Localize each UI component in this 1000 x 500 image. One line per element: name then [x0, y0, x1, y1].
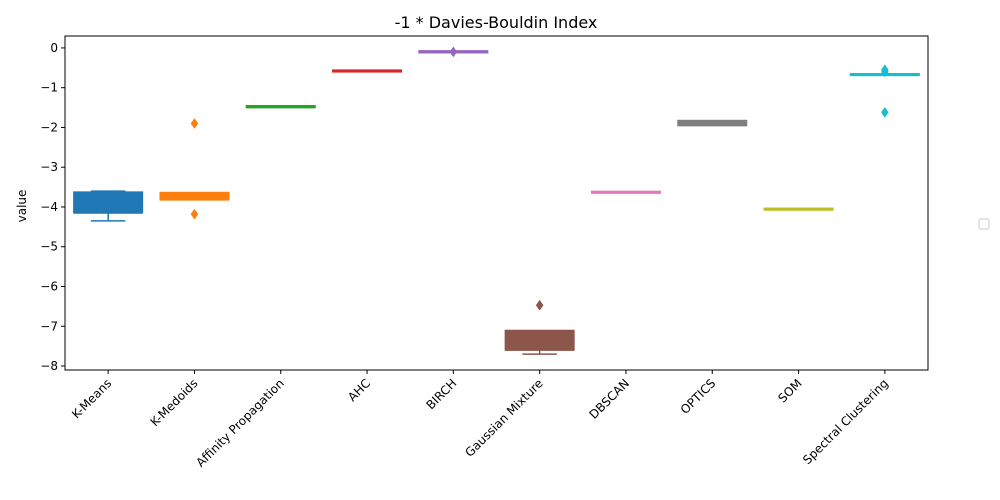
box-iqr [73, 191, 144, 214]
box-iqr [504, 329, 575, 351]
y-tick-label: −8 [40, 359, 58, 373]
y-ticks-layer: 0 −1 −2 −3 −4 −5 −6 −7 −8 [40, 41, 65, 373]
y-tick-label: −7 [40, 319, 58, 333]
y-tick-label: −6 [40, 280, 58, 294]
outlier-point [449, 46, 458, 58]
chart-title: -1 * Davies-Bouldin Index [395, 13, 598, 32]
box-ahc [332, 69, 403, 73]
y-tick-label: −5 [40, 240, 58, 254]
y-tick-label: −4 [40, 200, 58, 214]
box-iqr [159, 191, 230, 201]
box-affinity-propagation [245, 104, 316, 109]
box-optics [677, 119, 748, 127]
box-dbscan [590, 190, 661, 194]
y-tick-label: −3 [40, 160, 58, 174]
box-birch [418, 46, 489, 58]
outlier-point [190, 118, 199, 129]
box-som [763, 207, 834, 211]
empty-legend [978, 218, 990, 230]
outlier-point [190, 208, 199, 220]
box-spectral-clustering [849, 64, 920, 118]
outlier-point [881, 66, 889, 78]
box-k-medoids [159, 118, 230, 220]
y-axis-label: value [15, 190, 29, 223]
y-tick-label: −1 [40, 81, 58, 95]
plot-frame [64, 35, 929, 371]
outlier-point [535, 299, 544, 311]
y-tick-label: 0 [50, 41, 58, 55]
box-gaussian-mixture [504, 299, 575, 355]
box-k-means [73, 190, 144, 222]
boxes-layer [73, 46, 920, 355]
y-tick-label: −2 [40, 120, 58, 134]
outlier-point [881, 106, 889, 118]
